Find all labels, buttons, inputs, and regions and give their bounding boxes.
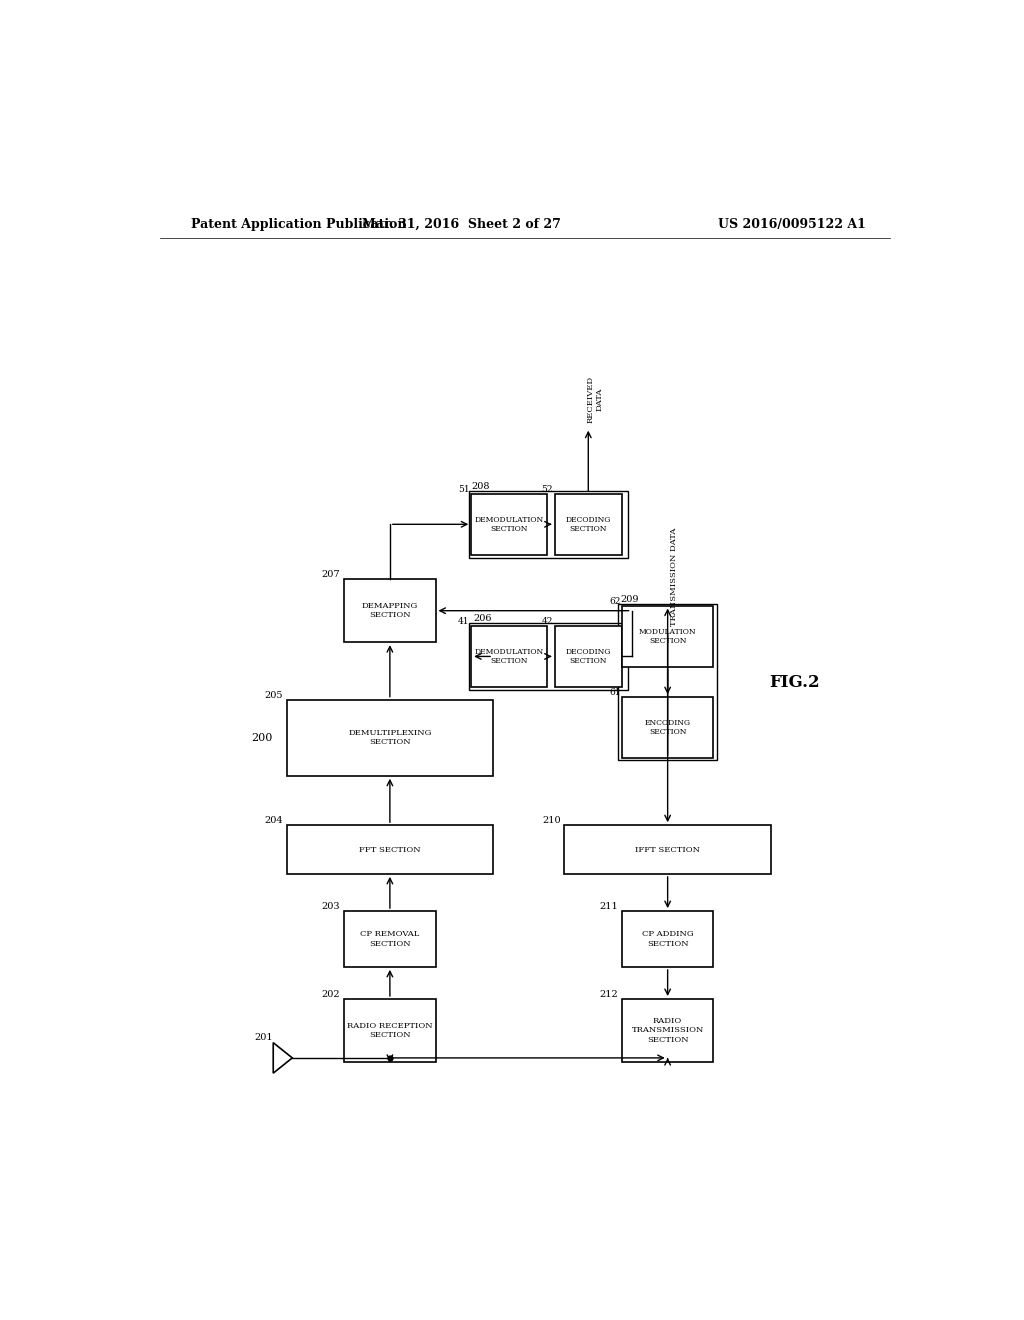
Text: 200: 200 [251, 733, 272, 743]
Text: 207: 207 [322, 570, 340, 579]
Text: 210: 210 [542, 816, 560, 825]
Text: CP REMOVAL
SECTION: CP REMOVAL SECTION [360, 931, 420, 948]
Text: Mar. 31, 2016  Sheet 2 of 27: Mar. 31, 2016 Sheet 2 of 27 [361, 218, 561, 231]
Text: 204: 204 [264, 816, 283, 825]
Text: DECODING
SECTION: DECODING SECTION [565, 648, 611, 665]
Bar [287, 700, 494, 776]
Bar [344, 999, 435, 1063]
Text: 51: 51 [458, 484, 470, 494]
Text: 52: 52 [542, 484, 553, 494]
Bar [287, 825, 494, 874]
Text: 208: 208 [472, 482, 490, 491]
Bar [622, 606, 714, 667]
Bar [622, 999, 714, 1063]
Text: MODULATION
SECTION: MODULATION SECTION [639, 627, 696, 644]
Text: TRANSMISSION DATA: TRANSMISSION DATA [670, 528, 678, 626]
Text: 212: 212 [599, 990, 618, 999]
Text: 42: 42 [542, 616, 553, 626]
Text: DEMULTIPLEXING
SECTION: DEMULTIPLEXING SECTION [348, 729, 431, 746]
Text: CP ADDING
SECTION: CP ADDING SECTION [642, 931, 693, 948]
Text: 209: 209 [620, 594, 639, 603]
Text: 205: 205 [264, 690, 283, 700]
Text: RECEIVED
DATA: RECEIVED DATA [586, 375, 603, 422]
Text: US 2016/0095122 A1: US 2016/0095122 A1 [718, 218, 866, 231]
Text: RADIO RECEPTION
SECTION: RADIO RECEPTION SECTION [347, 1022, 433, 1039]
Bar [344, 911, 435, 968]
Bar [622, 911, 714, 968]
Text: DEMODULATION
SECTION: DEMODULATION SECTION [474, 648, 544, 665]
Text: Patent Application Publication: Patent Application Publication [191, 218, 407, 231]
Bar [471, 626, 547, 686]
Bar [555, 626, 622, 686]
Text: 203: 203 [322, 902, 340, 911]
Text: 201: 201 [255, 1034, 273, 1041]
Text: 62: 62 [609, 597, 621, 606]
Bar [622, 697, 714, 758]
Text: 206: 206 [473, 614, 492, 623]
Bar [469, 491, 628, 558]
Bar [564, 825, 771, 874]
Bar [617, 603, 717, 760]
Text: FIG.2: FIG.2 [769, 675, 820, 690]
Text: IFFT SECTION: IFFT SECTION [635, 846, 700, 854]
Text: 61: 61 [609, 688, 621, 697]
Text: 211: 211 [599, 902, 618, 911]
Text: 202: 202 [322, 990, 340, 999]
Bar [344, 579, 435, 643]
Text: RADIO
TRANSMISSION
SECTION: RADIO TRANSMISSION SECTION [632, 1018, 703, 1044]
Text: ENCODING
SECTION: ENCODING SECTION [645, 719, 690, 737]
Text: DEMAPPING
SECTION: DEMAPPING SECTION [361, 602, 418, 619]
Text: DEMODULATION
SECTION: DEMODULATION SECTION [474, 516, 544, 533]
Bar [555, 494, 622, 554]
Bar [469, 623, 628, 690]
Text: 41: 41 [458, 616, 470, 626]
Bar [471, 494, 547, 554]
Text: DECODING
SECTION: DECODING SECTION [565, 516, 611, 533]
Text: FFT SECTION: FFT SECTION [359, 846, 421, 854]
